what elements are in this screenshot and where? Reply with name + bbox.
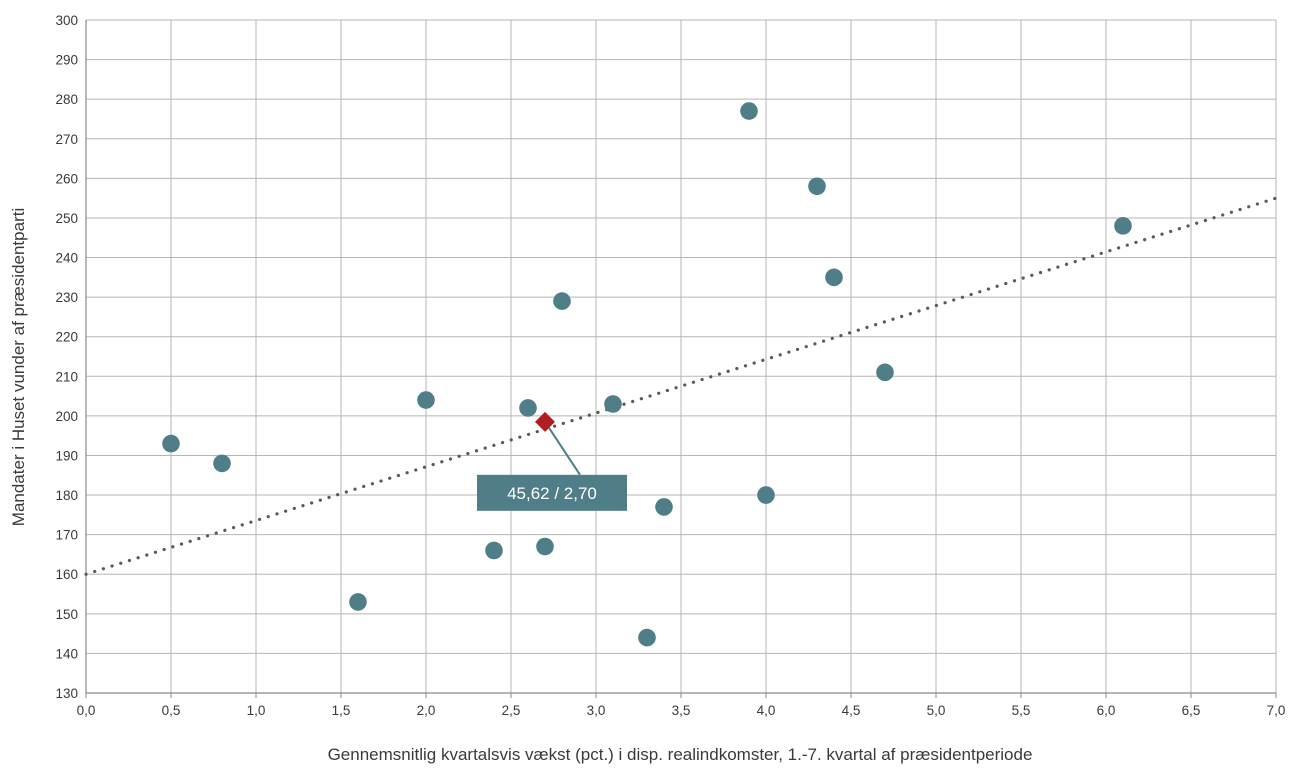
y-tick-label: 190 (55, 448, 78, 463)
x-tick-label: 0,0 (77, 703, 96, 718)
x-tick-label: 1,5 (332, 703, 351, 718)
x-axis-title: Gennemsnitlig kvartalsvis vækst (pct.) i… (328, 745, 1033, 764)
data-point (825, 268, 843, 287)
data-point (808, 177, 826, 196)
annotation-callout: 45,62 / 2,70 (477, 411, 627, 511)
y-axis-title: Mandater i Huset vunder af præsidentpart… (9, 208, 28, 526)
y-tick-label: 280 (55, 92, 78, 107)
x-tick-label: 6,0 (1097, 703, 1116, 718)
data-point (519, 399, 537, 417)
data-point (536, 537, 554, 556)
data-point (604, 395, 622, 413)
x-tick-label: 1,0 (247, 703, 266, 718)
x-tick-label: 0,5 (162, 703, 181, 718)
grid (85, 19, 1277, 694)
trendline-dotted (84, 196, 1278, 576)
x-tick-label: 4,0 (757, 703, 776, 718)
data-point (757, 486, 775, 504)
x-tick-label: 6,5 (1182, 703, 1201, 718)
y-axis-ticks: 130 140 150 160 170 180 190 200 210 220 230 240 250 2… (55, 13, 78, 701)
trendline (84, 196, 1278, 576)
y-tick-label: 290 (55, 53, 78, 68)
y-tick-label: 300 (55, 13, 78, 28)
data-point (213, 454, 231, 473)
x-axis-ticks: 0,0 0,5 1,0 1,5 2,0 2,5 3,0 3,5 4,0 4,5 5,0 5,5 6,0 6… (77, 693, 1286, 718)
y-tick-label: 220 (55, 330, 78, 345)
data-point (655, 498, 673, 516)
x-tick-label: 2,0 (417, 703, 436, 718)
data-points (162, 102, 1132, 647)
data-point (1114, 217, 1132, 235)
y-tick-label: 170 (55, 528, 78, 543)
x-tick-label: 5,0 (927, 703, 946, 718)
callout-leader-line (548, 427, 581, 476)
x-tick-label: 3,5 (672, 703, 691, 718)
x-tick-label: 7,0 (1267, 703, 1286, 718)
y-tick-label: 270 (55, 132, 78, 147)
y-tick-label: 260 (55, 171, 78, 186)
callout-label: 45,62 / 2,70 (507, 484, 597, 503)
data-point (162, 434, 180, 453)
data-point (349, 593, 367, 611)
x-tick-label: 3,0 (587, 703, 606, 718)
y-tick-label: 130 (55, 686, 78, 701)
data-point (553, 292, 571, 310)
data-point (417, 391, 435, 409)
data-point (876, 363, 894, 382)
y-tick-label: 230 (55, 290, 78, 305)
y-tick-label: 150 (55, 607, 78, 622)
y-tick-label: 240 (55, 251, 78, 266)
y-tick-label: 160 (55, 567, 78, 582)
data-point (740, 102, 758, 120)
y-tick-label: 210 (55, 369, 78, 384)
highlight-diamond-marker (535, 411, 555, 432)
callout-box (477, 474, 627, 511)
y-tick-label: 250 (55, 211, 78, 226)
data-point (485, 541, 503, 560)
x-tick-label: 2,5 (502, 703, 521, 718)
y-tick-label: 140 (55, 646, 78, 661)
y-tick-label: 200 (55, 409, 78, 424)
x-tick-label: 5,5 (1012, 703, 1031, 718)
data-point (638, 628, 656, 647)
y-tick-label: 180 (55, 488, 78, 503)
x-tick-label: 4,5 (842, 703, 861, 718)
